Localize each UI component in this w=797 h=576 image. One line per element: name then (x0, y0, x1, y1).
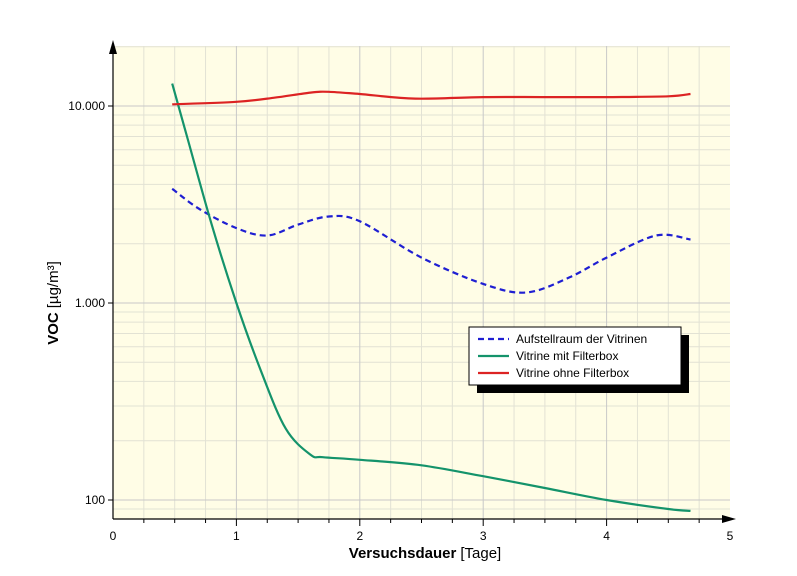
y-axis-arrow (109, 40, 117, 54)
minor-gridlines (113, 46, 730, 519)
x-axis-title-unit: [Tage] (460, 545, 501, 562)
y-axis-title-unit: [µg/m³] (45, 261, 62, 308)
y-axis-title: VOC [µg/m³] (45, 261, 62, 345)
y-tick-label: 1.000 (75, 296, 105, 310)
legend-label-vitrine-ohne-filterbox: Vitrine ohne Filterbox (516, 366, 629, 380)
series-lines (171, 83, 691, 512)
x-tick-label: 5 (727, 529, 734, 543)
legend-label-vitrine-mit-filterbox: Vitrine mit Filterbox (516, 349, 618, 363)
x-axis-title-main: Versuchsdauer (349, 545, 457, 562)
major-gridlines (113, 46, 730, 519)
legend-label-aufstellraum-der-vitrinen: Aufstellraum der Vitrinen (516, 332, 647, 346)
x-tick-label: 1 (233, 529, 240, 543)
x-tick-label: 3 (480, 529, 487, 543)
x-axis-title: Versuchsdauer [Tage] (349, 545, 501, 562)
series-line-vitrine-ohne-filterbox (172, 90, 691, 106)
y-tick-label: 10.000 (68, 99, 105, 113)
x-tick-label: 2 (356, 529, 363, 543)
axes (108, 40, 736, 526)
x-tick-label: 4 (603, 529, 610, 543)
y-axis-title-main: VOC (45, 312, 62, 345)
y-tick-labels: 100 1.000 10.000 (68, 99, 105, 507)
series-line-vitrine-mit-filterbox (171, 83, 691, 512)
legend: Aufstellraum der Vitrinen Vitrine mit Fil… (468, 326, 689, 393)
x-axis-arrow (722, 515, 736, 523)
x-tick-labels: 0 1 2 3 4 5 (110, 529, 734, 543)
series-line-aufstellraum-der-vitrinen (171, 187, 691, 294)
y-tick-label: 100 (85, 493, 105, 507)
x-tick-label: 0 (110, 529, 117, 543)
